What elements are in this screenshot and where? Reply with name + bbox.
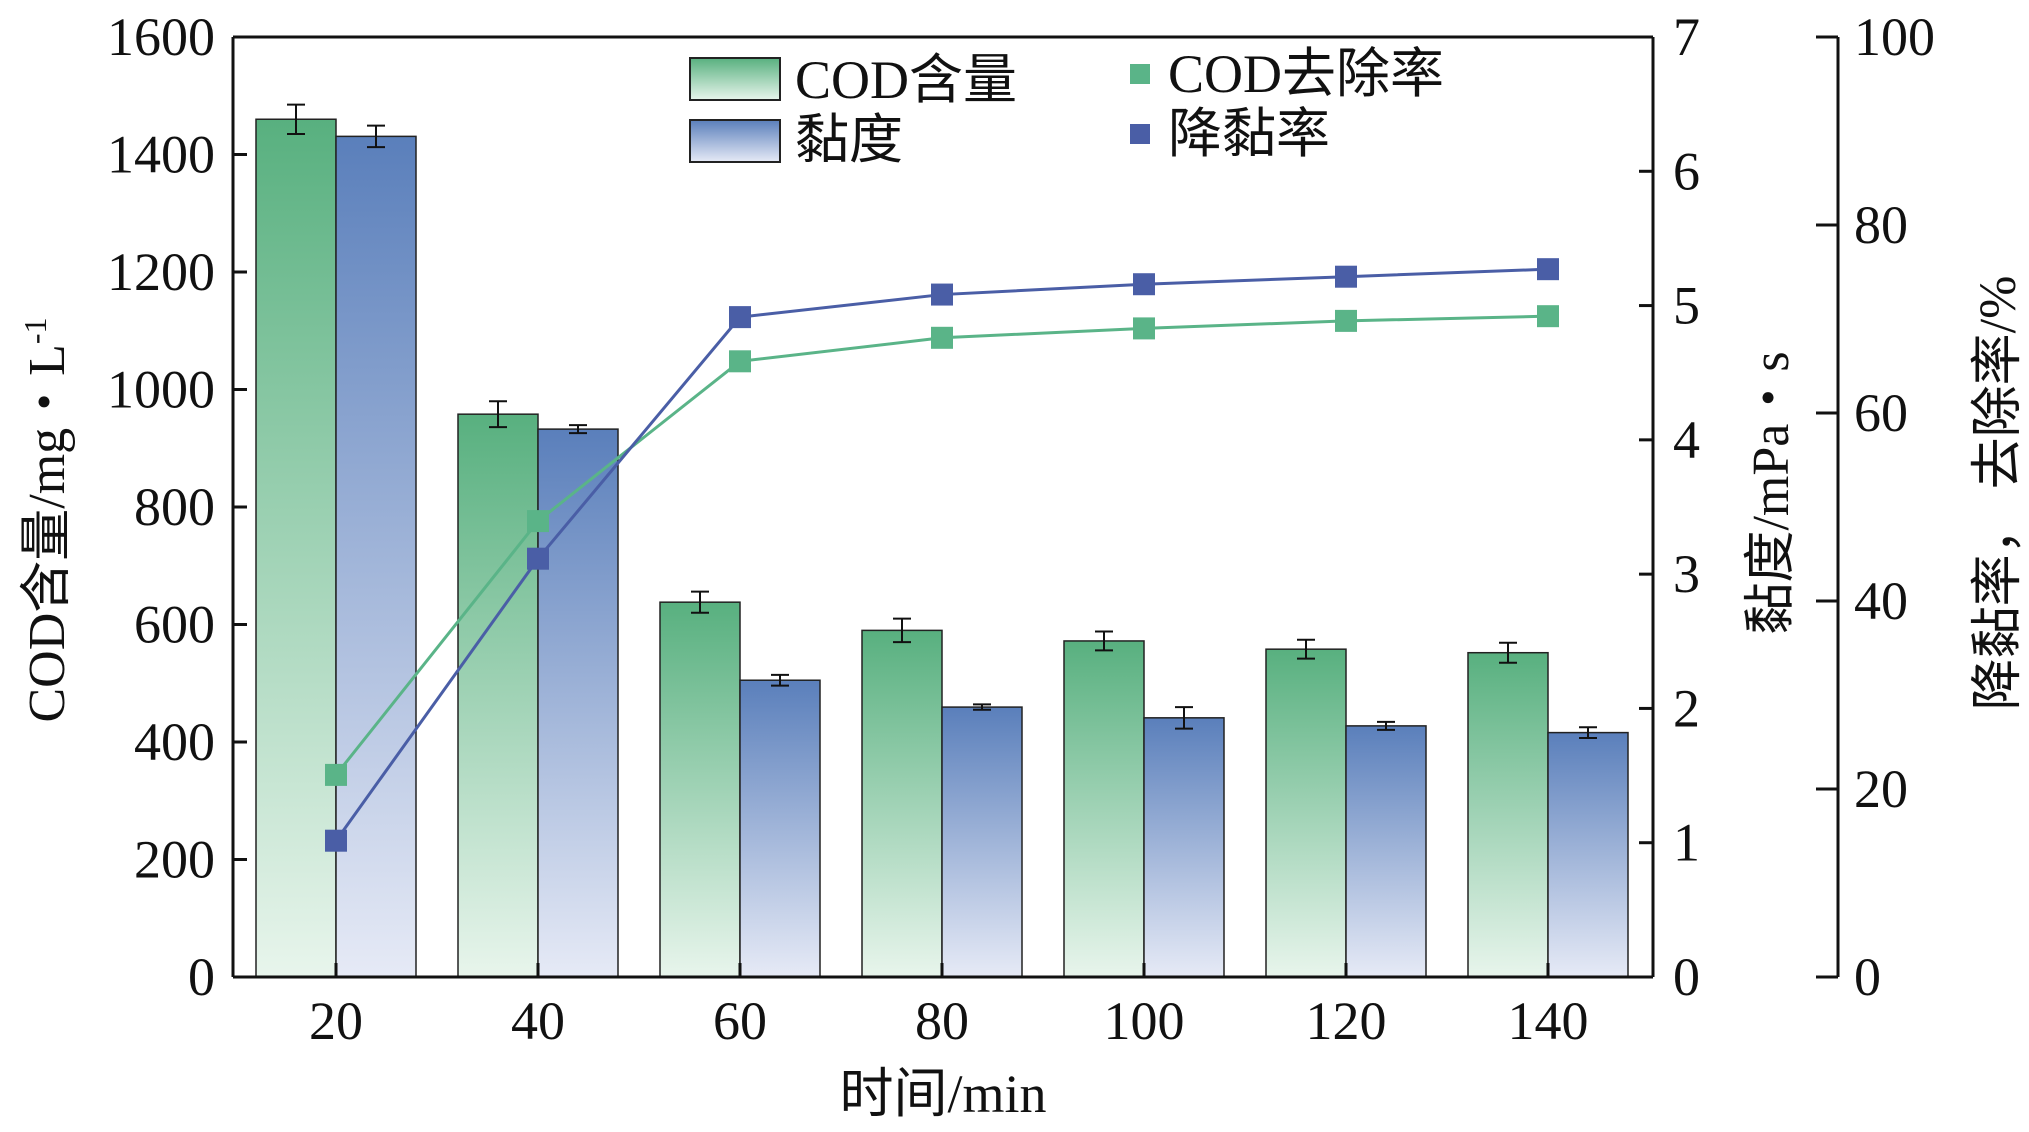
x-tick-label: 140 (1508, 991, 1589, 1051)
error-bar-viscosity-140 (1579, 726, 1597, 739)
x-tick-label: 20 (309, 991, 363, 1051)
bar-viscosity-120 (1345, 725, 1427, 978)
bar-cod-content-140 (1467, 651, 1549, 978)
marker-cod-removal-80 (931, 326, 953, 349)
legend-swatch-viscosity (689, 119, 781, 163)
error-bar-viscosity-20 (367, 124, 385, 149)
y1-axis-title-sup: -1 (17, 317, 53, 344)
legend-label-viscosity-reduction: 降黏率 (1168, 104, 1330, 164)
marker-viscosity-reduction-20 (325, 829, 347, 852)
bar-cod-content-80 (861, 629, 943, 978)
bar-cod-content-60 (659, 601, 741, 978)
legend-marker-viscosity-reduction (1130, 124, 1150, 144)
y1-tick-label: 800 (134, 477, 215, 537)
legend-swatch-cod-content (689, 57, 781, 101)
error-bar-cod-content-60 (691, 590, 709, 614)
marker-viscosity-reduction-60 (729, 306, 751, 329)
bar-viscosity-100 (1143, 717, 1225, 978)
marker-viscosity-reduction-120 (1335, 265, 1357, 288)
marker-cod-removal-20 (325, 763, 347, 786)
y2-tick-label: 2 (1673, 678, 1700, 738)
bar-cod-content-100 (1063, 640, 1145, 978)
error-bar-cod-content-120 (1297, 638, 1315, 660)
x-tick-label: 40 (511, 991, 565, 1051)
x-tick-label: 80 (915, 991, 969, 1051)
y2-tick-label: 7 (1673, 7, 1700, 67)
y3-tick-label: 100 (1854, 7, 1935, 67)
bar-viscosity-140 (1547, 731, 1629, 978)
bar-cod-content-20 (255, 118, 337, 978)
y1-tick-label: 600 (134, 595, 215, 655)
y1-tick-label: 400 (134, 712, 215, 772)
y1-tick-label: 1600 (107, 7, 215, 67)
error-bar-cod-content-100 (1095, 630, 1113, 652)
y1-axis-title-main: COD含量/mg・L (19, 344, 76, 722)
error-bar-cod-content-40 (489, 400, 507, 429)
y2-tick-label: 6 (1673, 141, 1700, 201)
bar-cod-content-40 (457, 413, 539, 978)
y3-tick-label: 60 (1854, 383, 1908, 443)
y2-tick-label: 5 (1673, 276, 1700, 336)
error-bar-viscosity-60 (771, 673, 789, 687)
x-tick-label: 120 (1306, 991, 1387, 1051)
y2-tick-label: 3 (1673, 544, 1700, 604)
bar-viscosity-80 (941, 706, 1023, 978)
marker-viscosity-reduction-100 (1133, 273, 1155, 296)
legend: COD含量 黏度 COD去除率 降黏率 (689, 44, 1444, 170)
error-bar-viscosity-120 (1377, 720, 1395, 731)
y3-tick-label: 20 (1854, 759, 1908, 819)
error-bar-cod-content-80 (893, 617, 911, 644)
y3-tick-label: 0 (1854, 947, 1881, 1007)
marker-cod-removal-140 (1537, 305, 1559, 328)
error-bar-cod-content-20 (287, 103, 305, 135)
x-axis-title: 时间/min (839, 1064, 1046, 1124)
y2-tick-label: 0 (1673, 947, 1700, 1007)
y2-axis-title: 黏度/mPa・s (1743, 351, 1800, 634)
legend-marker-cod-removal (1130, 64, 1150, 84)
y3-tick-label: 80 (1854, 195, 1908, 255)
error-bar-cod-content-140 (1499, 641, 1517, 664)
y2-tick-label: 1 (1673, 813, 1700, 873)
bar-cod-content-120 (1265, 648, 1347, 978)
legend-label-viscosity: 黏度 (795, 110, 903, 170)
error-bar-viscosity-100 (1175, 706, 1193, 730)
error-bar-viscosity-40 (569, 424, 587, 435)
marker-cod-removal-100 (1133, 317, 1155, 340)
bars-layer (255, 103, 1629, 978)
y2-tick-label: 4 (1673, 410, 1700, 470)
error-bar-viscosity-80 (973, 703, 991, 711)
y1-tick-label: 0 (188, 947, 215, 1007)
x-tick-label: 100 (1104, 991, 1185, 1051)
bar-viscosity-20 (335, 135, 417, 978)
legend-label-cod-removal: COD去除率 (1168, 44, 1444, 104)
y1-tick-label: 1400 (107, 125, 215, 185)
lines-layer (325, 258, 1559, 852)
marker-viscosity-reduction-80 (931, 283, 953, 306)
marker-cod-removal-40 (527, 510, 549, 533)
marker-cod-removal-120 (1335, 309, 1357, 332)
axes-layer: 0 200 400 600 800 1000 1200 1400 1600 0 1 2 3 4 5 6 7 0 20… (107, 7, 1935, 1051)
y3-tick-label: 40 (1854, 571, 1908, 631)
y3-axis-title: 降黏率， 去除率/% (1970, 276, 2027, 711)
y1-tick-label: 1000 (107, 360, 215, 420)
bar-viscosity-40 (537, 428, 619, 978)
marker-cod-removal-60 (729, 350, 751, 373)
bar-viscosity-60 (739, 679, 821, 978)
legend-label-cod-content: COD含量 (795, 50, 1017, 110)
marker-viscosity-reduction-40 (527, 547, 549, 570)
y1-tick-label: 1200 (107, 242, 215, 302)
y1-axis-title: COD含量/mg・L-1 (17, 317, 76, 722)
y1-tick-label: 200 (134, 830, 215, 890)
marker-viscosity-reduction-140 (1537, 258, 1559, 281)
x-tick-label: 60 (713, 991, 767, 1051)
